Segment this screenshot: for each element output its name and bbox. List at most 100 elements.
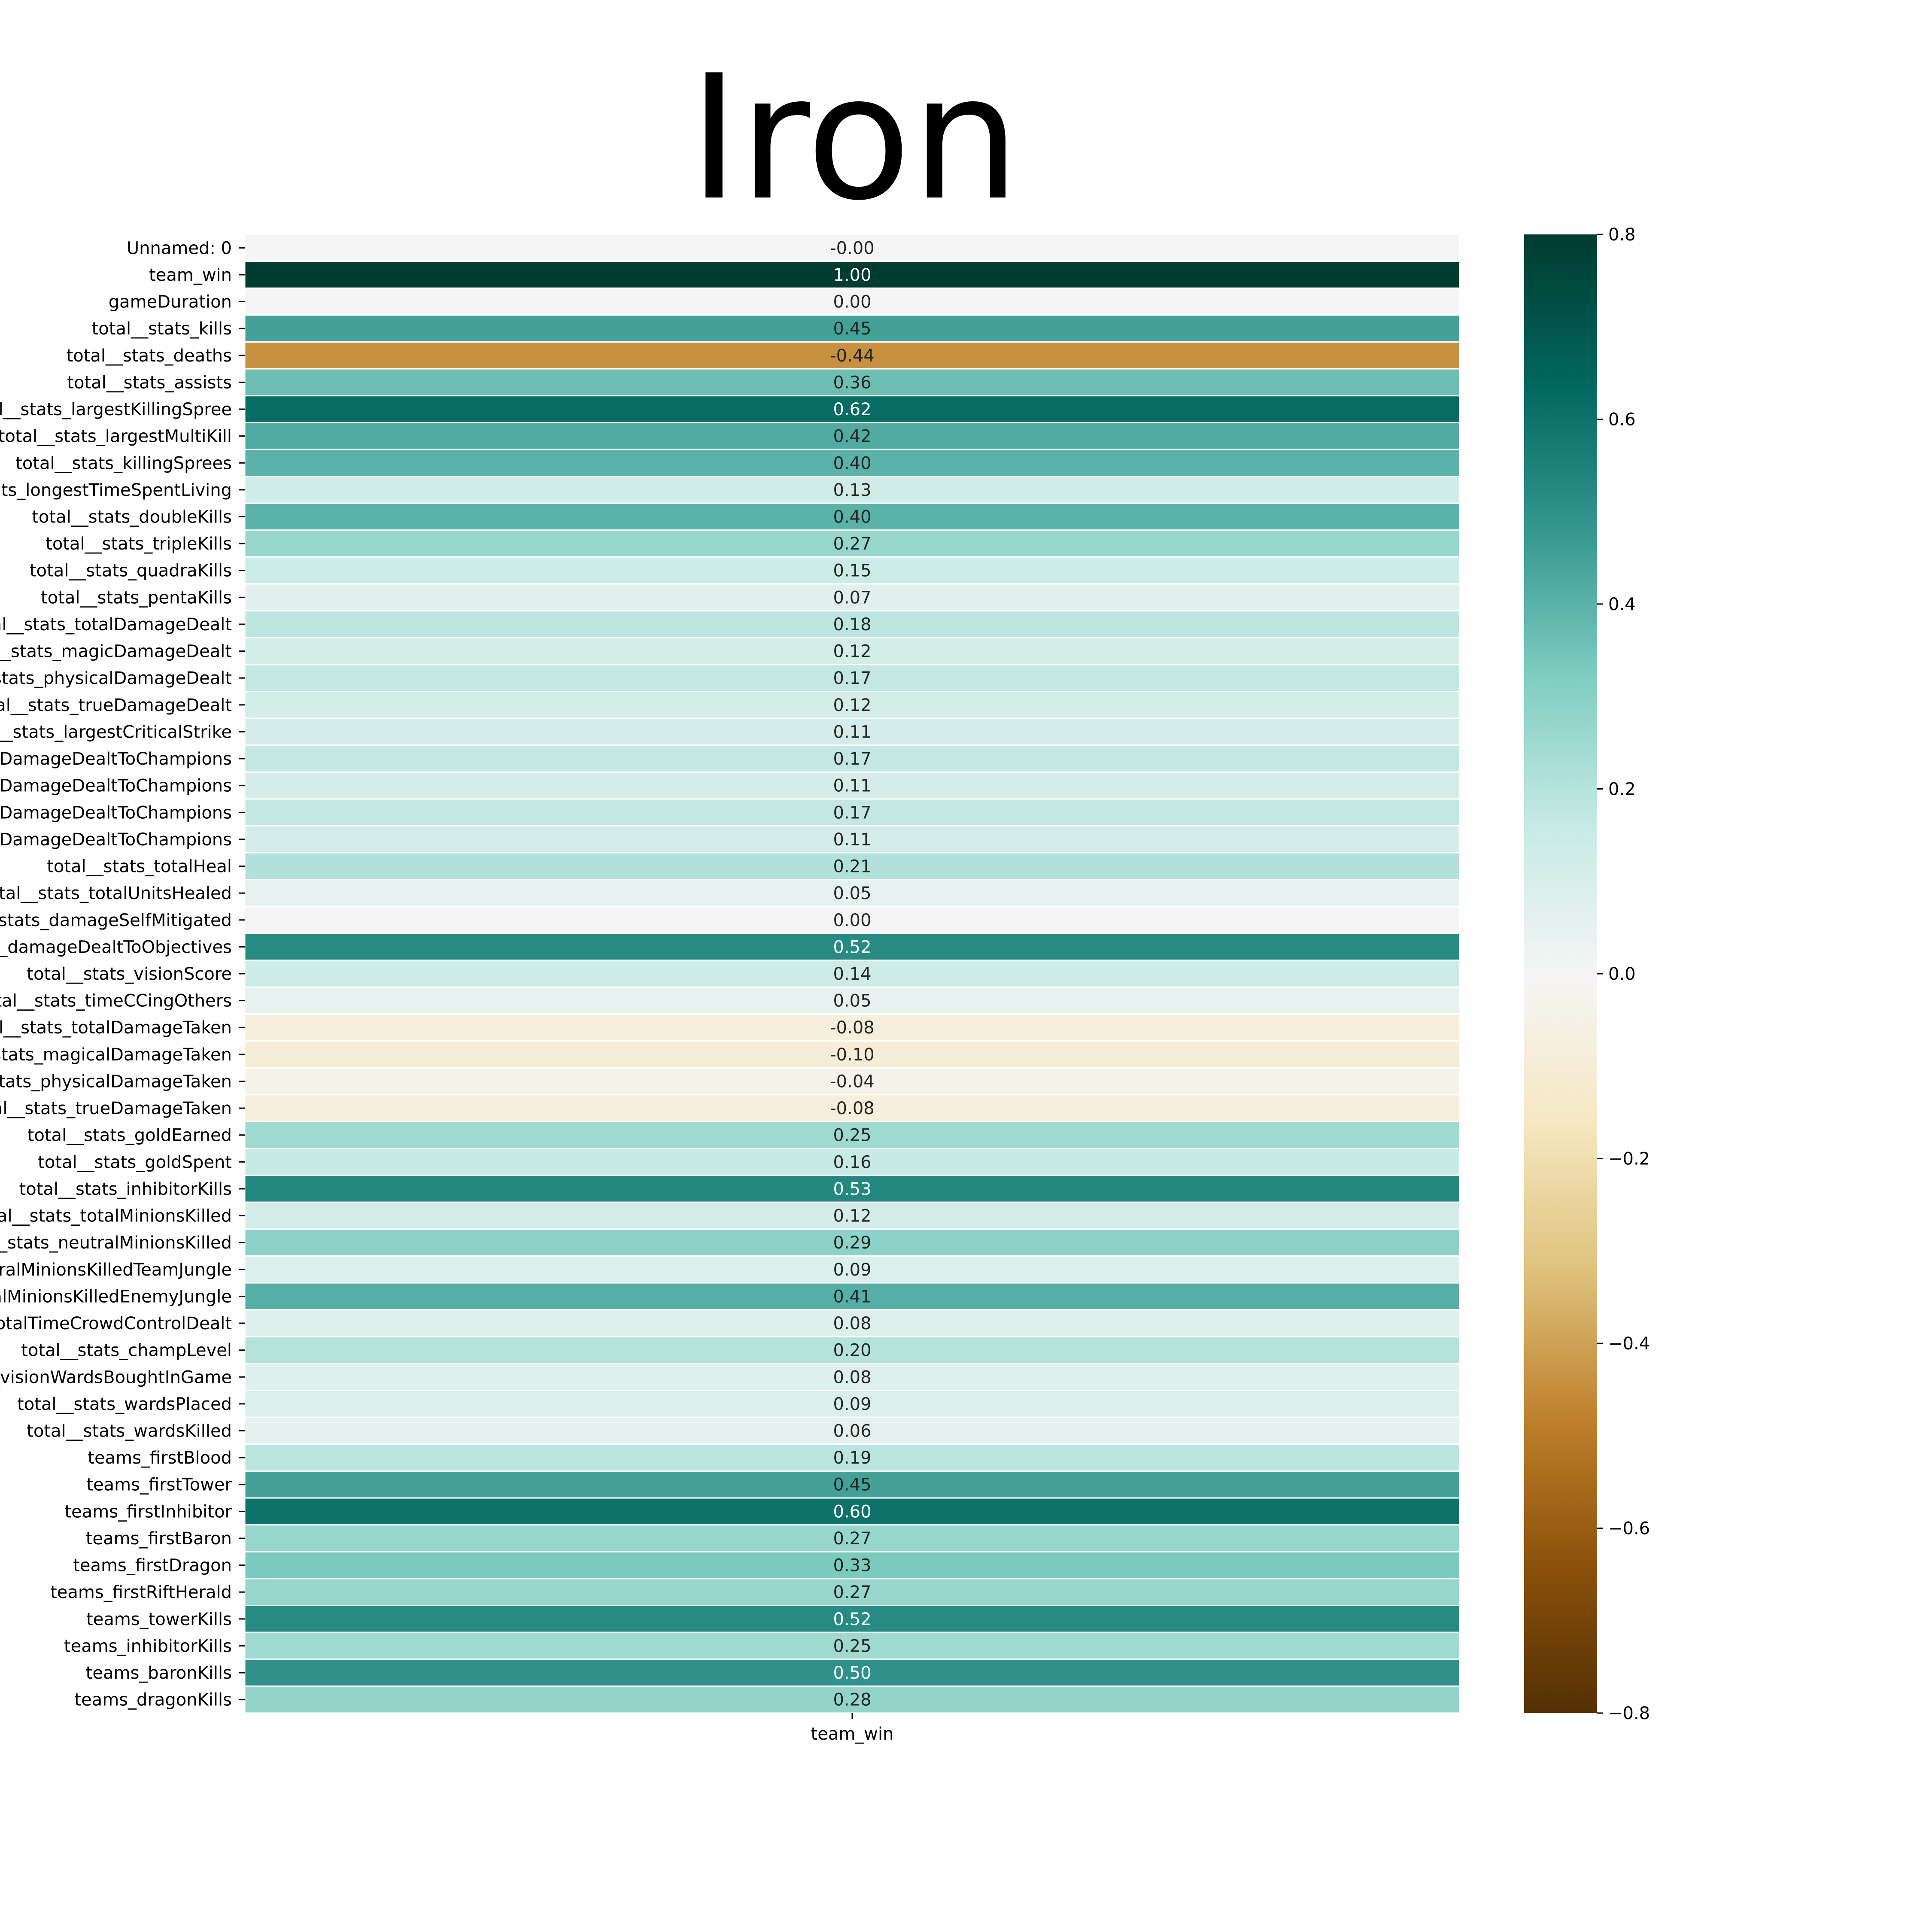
row-label: teams_towerKills (86, 1610, 232, 1629)
row-label: total__stats_magicDamageDealtToChampions (0, 776, 232, 796)
heatmap-cell (244, 529, 1461, 558)
heatmap-cell (244, 1309, 1461, 1337)
cell-annotation: 0.12 (833, 696, 871, 715)
row-label: total__stats_largestMultiKill (0, 427, 232, 447)
cell-annotation: 0.27 (833, 1583, 871, 1602)
cell-annotation: -0.44 (830, 346, 875, 366)
row-labels: Unnamed: 0 team_win gameDuration total__sta… (0, 238, 245, 1710)
x-tick-label: team_win (811, 1724, 894, 1744)
cell-annotation: 0.40 (833, 453, 871, 473)
heatmap-cell (244, 905, 1461, 934)
row-label: total__stats_visionScore (27, 964, 232, 984)
cell-annotation: 0.27 (833, 534, 871, 554)
cell-annotation: 0.14 (833, 964, 871, 984)
cell-annotation: 0.18 (833, 615, 871, 635)
x-axis: team_win (811, 1713, 894, 1744)
row-label: total__stats_visionWardsBoughtInGame (0, 1367, 232, 1387)
cell-annotation: 0.36 (833, 373, 871, 392)
cell-annotation: 0.27 (833, 1529, 871, 1549)
heatmap-cell (244, 1121, 1461, 1149)
cell-annotation: 0.21 (833, 857, 871, 877)
heatmap-cell (244, 1390, 1461, 1418)
colorbar-tick-label: 0.8 (1608, 225, 1636, 245)
row-label: total__stats_damageDealtToObjectives (0, 937, 232, 957)
row-label: total__stats_pentaKills (41, 588, 232, 608)
cell-annotation: 0.12 (833, 642, 871, 662)
cell-annotation: 0.20 (833, 1341, 871, 1361)
colorbar-tick-label: 0.6 (1608, 410, 1636, 430)
cell-annotation: 0.25 (833, 1126, 871, 1145)
row-label: teams_inhibitorKills (64, 1636, 232, 1656)
heatmap-cell (244, 1282, 1461, 1311)
row-label: total__stats_largestCriticalStrike (0, 722, 232, 742)
row-label: total__stats_totalDamageDealtToChampions (0, 749, 232, 769)
cell-annotation: 0.29 (833, 1233, 871, 1253)
row-label: teams_firstRiftHerald (50, 1583, 232, 1602)
cell-annotation: 0.52 (833, 937, 871, 957)
row-label: total__stats_trueDamageTaken (0, 1099, 232, 1118)
row-label: total__stats_deaths (67, 346, 232, 366)
colorbar-tick-label: 0.2 (1608, 780, 1636, 799)
heatmap-cell (244, 1175, 1461, 1203)
row-label: total__stats_trueDamageDealt (0, 696, 232, 715)
cell-annotation: 0.62 (833, 400, 871, 419)
colorbar-tick-label: 0.4 (1608, 595, 1636, 614)
cell-annotation: 0.28 (833, 1690, 871, 1710)
cell-annotation: 0.07 (833, 588, 871, 608)
row-label: total__stats_physicalDamageDealtToChampi… (0, 803, 232, 823)
cell-annotation: 0.11 (833, 722, 871, 742)
row-label: teams_firstTower (86, 1475, 232, 1495)
cell-annotation: 0.08 (833, 1367, 871, 1387)
heatmap-cell (244, 1040, 1461, 1069)
row-label: total__stats_timeCCingOthers (0, 991, 232, 1011)
cell-annotation: 0.00 (833, 292, 871, 312)
row-label: teams_firstDragon (73, 1556, 232, 1576)
cell-annotation: 0.13 (833, 480, 871, 500)
heatmap-cell (244, 1659, 1461, 1687)
cell-annotation: 0.08 (833, 1314, 871, 1334)
heatmap-cell (244, 287, 1461, 316)
row-label: teams_firstBlood (88, 1448, 232, 1468)
colorbar-tick-label: −0.4 (1608, 1334, 1650, 1354)
row-label: total__stats_kills (92, 319, 232, 339)
heatmap-cell (244, 261, 1461, 289)
heatmap-cell (244, 852, 1461, 881)
row-label: total__stats_champLevel (21, 1341, 232, 1361)
row-label: total__stats_magicDamageDealt (0, 642, 232, 662)
row-label: team_win (149, 265, 232, 285)
heatmap-cell (244, 933, 1461, 961)
cell-annotation: 0.00 (833, 911, 871, 930)
cell-annotation: -0.08 (830, 1099, 875, 1118)
cell-annotation: 0.40 (833, 507, 871, 527)
row-label: total__stats_goldEarned (27, 1126, 232, 1145)
colorbar-tick-label: −0.8 (1608, 1704, 1650, 1723)
heatmap-cell (244, 691, 1461, 719)
cell-annotation: 0.41 (833, 1287, 871, 1306)
cell-annotation: 0.45 (833, 319, 871, 339)
heatmap-cell (244, 664, 1461, 693)
heatmap-cell (244, 1363, 1461, 1391)
cell-annotation: 0.05 (833, 884, 871, 903)
heatmap-cell (244, 395, 1461, 423)
row-label: total__stats_assists (67, 373, 232, 392)
row-label: gameDuration (109, 292, 232, 312)
heatmap-cell (244, 1551, 1461, 1580)
cell-annotation: 0.05 (833, 991, 871, 1011)
heatmap-cell (244, 879, 1461, 907)
colorbar-gradient (1524, 234, 1597, 1713)
colorbar: 0.8 0.6 0.4 0.2 0.0 −0.2 −0.4 −0.6 −0.8 (1524, 225, 1650, 1723)
row-label: total__stats_quadraKills (30, 561, 232, 581)
cell-annotations: -0.00 1.00 0.00 0.45 -0.44 0.36 0.62 0.42 0.40 0.… (830, 238, 875, 1710)
cell-annotation: 0.17 (833, 749, 871, 769)
cell-annotation: 0.15 (833, 561, 871, 581)
row-label: Unnamed: 0 (127, 238, 232, 258)
row-label: total__stats_totalHeal (47, 857, 232, 877)
row-label: total__stats_totalMinionsKilled (0, 1206, 232, 1226)
cell-annotation: 0.53 (833, 1179, 871, 1199)
heatmap-cell (244, 1685, 1461, 1714)
row-label: total__stats_longestTimeSpentLiving (0, 480, 232, 500)
colorbar-tick-label: 0.0 (1608, 964, 1636, 984)
row-label: total__stats_damageSelfMitigated (0, 911, 232, 930)
cell-annotation: 0.12 (833, 1206, 871, 1226)
